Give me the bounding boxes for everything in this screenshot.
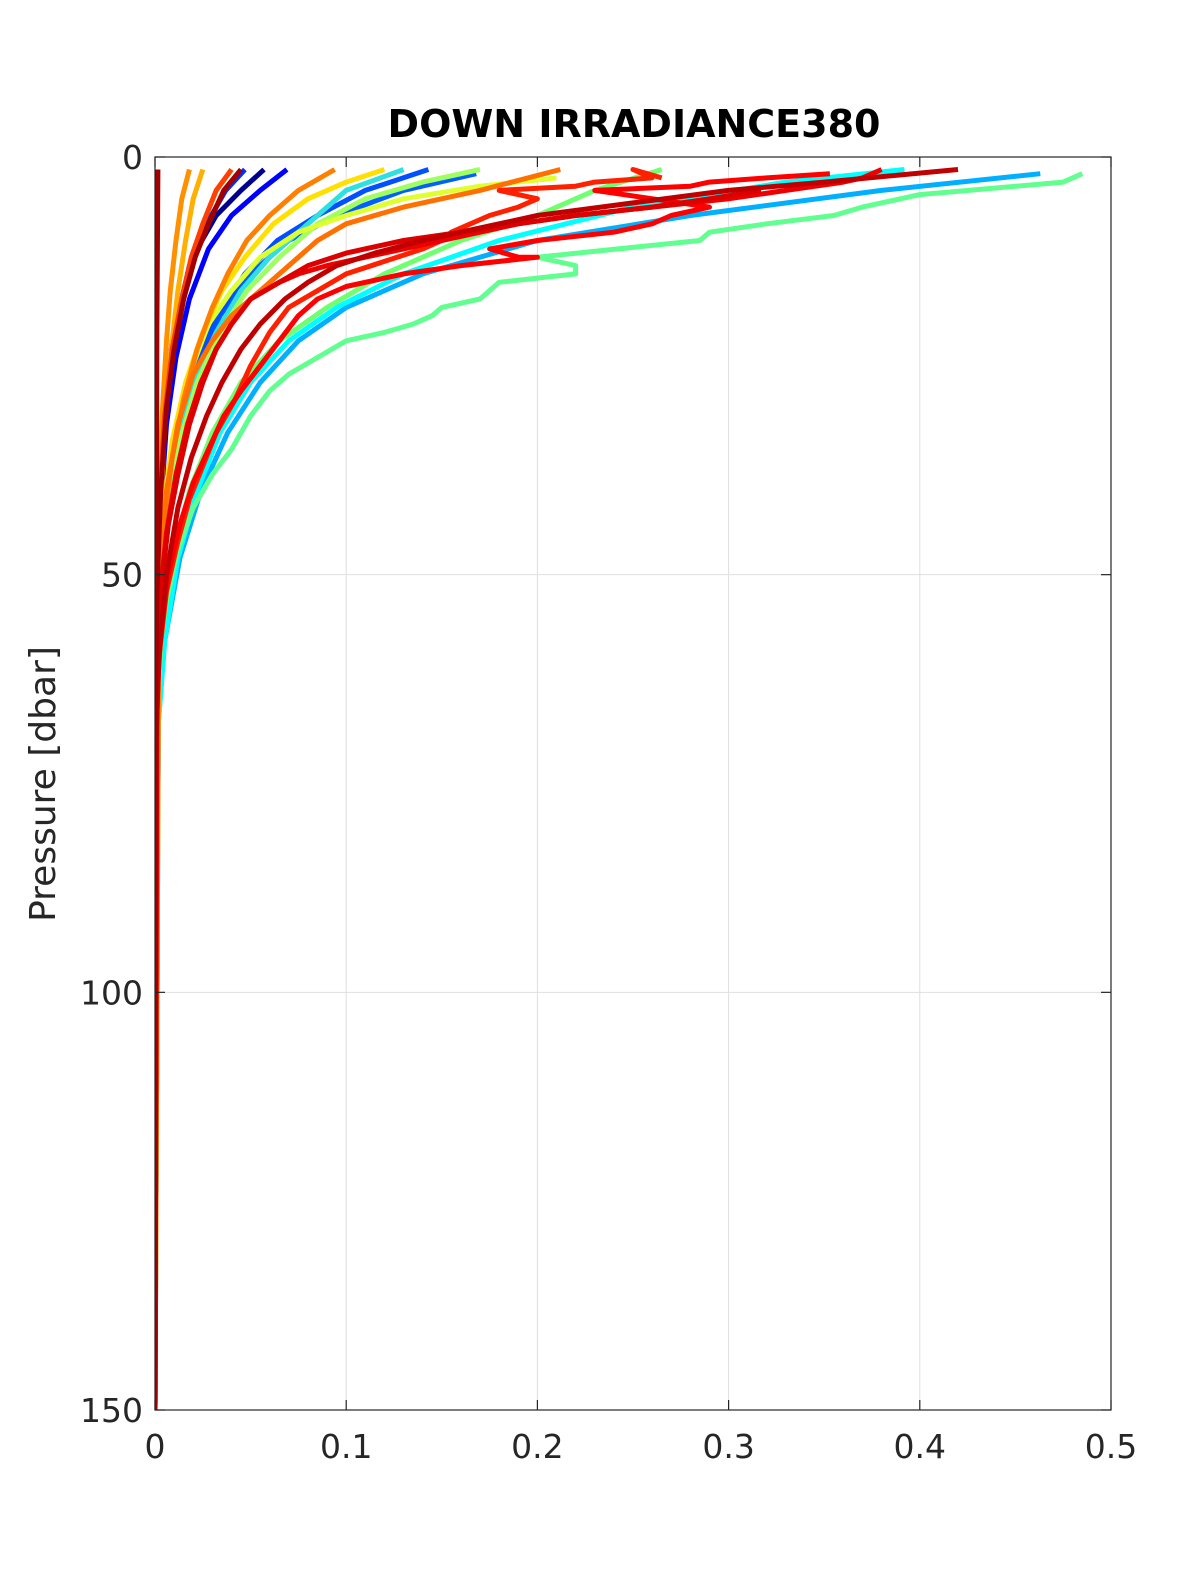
series-line [155,167,663,1410]
chart-title: DOWN IRRADIANCE380 [388,102,881,146]
series-line [155,169,161,1410]
series-line [155,171,1041,1410]
y-axis-label: Pressure [dbar] [23,646,64,922]
x-tick-label: 0.4 [894,1427,946,1466]
series-line [155,187,762,1410]
series-line [155,175,557,1410]
y-tick-label: 100 [80,973,143,1012]
x-tick-label: 0 [145,1427,166,1466]
x-tick-label: 0.3 [702,1427,754,1466]
plot-area-frame [154,156,1112,1411]
series-line [155,167,336,1410]
y-tick-label: 150 [80,1391,143,1430]
y-tick-label: 0 [122,138,143,177]
series-line [155,171,1084,1410]
y-tick-label: 50 [101,556,143,595]
series-line [155,167,959,1410]
series-line [155,171,831,1410]
series-line [155,167,663,1410]
series-layer [155,167,1084,1410]
ticks: 0 0.1 0.2 0.3 0.4 0.5 0 50 100 150 [80,138,1137,1466]
x-tick-label: 0.5 [1085,1427,1137,1466]
x-tick-label: 0.2 [511,1427,563,1466]
grid [155,157,1111,1410]
x-tick-label: 0.1 [320,1427,372,1466]
